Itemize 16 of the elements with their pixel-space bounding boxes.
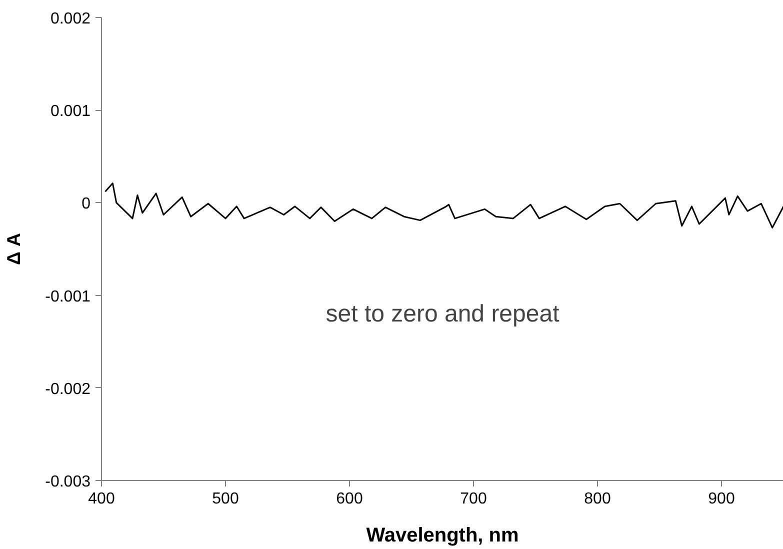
- x-tick-label: 600: [336, 490, 363, 508]
- y-axis-title: Δ A: [3, 232, 24, 266]
- annotation: set to zero and repeat: [326, 300, 560, 328]
- x-tick-label: 400: [88, 490, 115, 508]
- line-series: [104, 182, 783, 228]
- x-tick-label: 500: [212, 490, 239, 508]
- x-tick-label: 900: [708, 490, 735, 508]
- y-tick-label: 0.001: [50, 103, 91, 120]
- y-tick-label: 0.002: [50, 10, 91, 28]
- y-tick-label: -0.001: [45, 288, 91, 306]
- y-tick-label: -0.002: [45, 380, 91, 398]
- x-tick-label: 800: [584, 490, 611, 508]
- x-tick-label: 700: [460, 490, 487, 508]
- y-tick-label: 0: [82, 196, 91, 213]
- y-tick-label: -0.003: [45, 474, 91, 490]
- x-axis-title: Wavelength, nm: [366, 524, 519, 546]
